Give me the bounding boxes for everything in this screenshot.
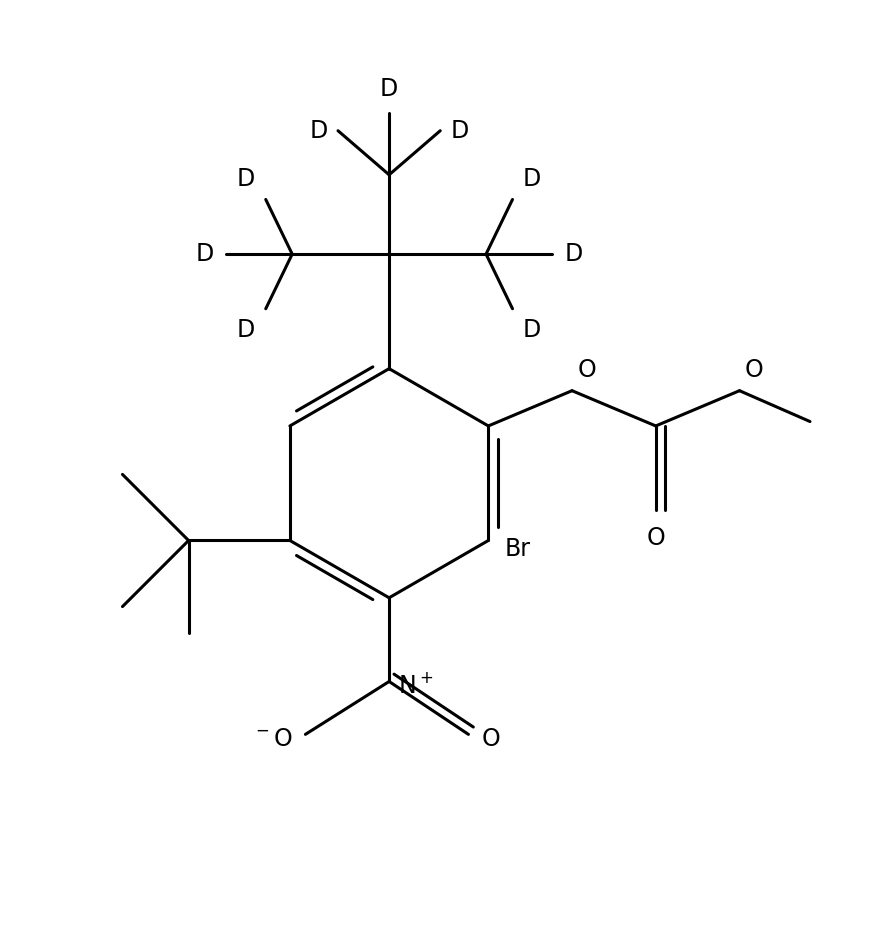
Text: O: O <box>482 727 500 751</box>
Text: D: D <box>309 118 327 143</box>
Text: N$^+$: N$^+$ <box>398 673 433 698</box>
Text: Br: Br <box>504 538 530 561</box>
Text: D: D <box>523 318 541 341</box>
Text: D: D <box>237 318 255 341</box>
Text: O: O <box>745 358 764 382</box>
Text: D: D <box>451 118 469 143</box>
Text: D: D <box>380 77 399 101</box>
Text: D: D <box>565 243 583 266</box>
Text: O: O <box>577 358 596 382</box>
Text: O: O <box>646 525 665 550</box>
Text: D: D <box>195 243 214 266</box>
Text: $^-$O: $^-$O <box>252 727 293 751</box>
Text: D: D <box>523 166 541 191</box>
Text: D: D <box>237 166 255 191</box>
